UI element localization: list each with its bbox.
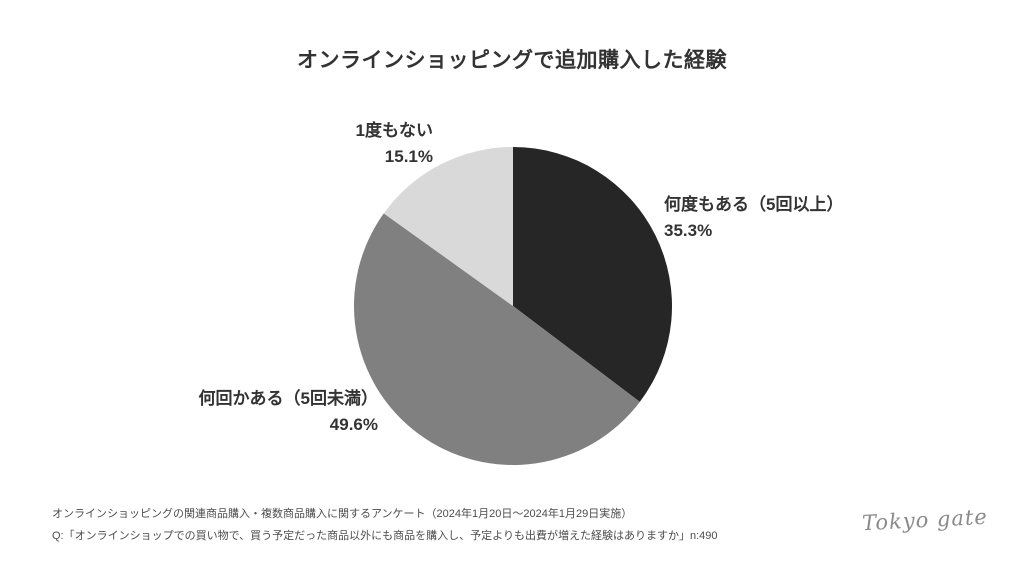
pie-slice-1 (354, 213, 640, 465)
pie-label-some-times-value: 49.6% (329, 415, 378, 434)
pie-label-many-times-value: 35.3% (664, 221, 713, 240)
pie-label-many-times: 何度もある（5回以上） 35.3% (664, 192, 924, 244)
pie-slice-2 (383, 147, 513, 306)
footer-survey-note: オンラインショッピングの関連商品購入・複数商品購入に関するアンケート（2024年… (52, 508, 633, 520)
chart-title: オンラインショッピングで追加購入した経験 (297, 49, 727, 72)
pie-label-some-times: 何回かある（5回未満） 49.6% (158, 386, 378, 438)
pie-label-never-text: 1度もない (355, 121, 433, 140)
tokyo-gate-logo: Tokyo gate (861, 504, 989, 536)
pie-label-never-value: 15.1% (384, 147, 433, 166)
pie-slice-0 (513, 147, 672, 402)
footer-notes: オンラインショッピングの関連商品購入・複数商品購入に関するアンケート（2024年… (52, 503, 717, 547)
pie-label-some-times-text: 何回かある（5回未満） (198, 389, 378, 408)
footer-question-note: Q:「オンラインショップでの買い物で、買う予定だった商品以外にも商品を購入し、予… (52, 530, 718, 542)
pie-chart (354, 147, 672, 465)
pie-label-never: 1度もない 15.1% (233, 118, 433, 170)
pie-label-many-times-text: 何度もある（5回以上） (664, 195, 844, 214)
